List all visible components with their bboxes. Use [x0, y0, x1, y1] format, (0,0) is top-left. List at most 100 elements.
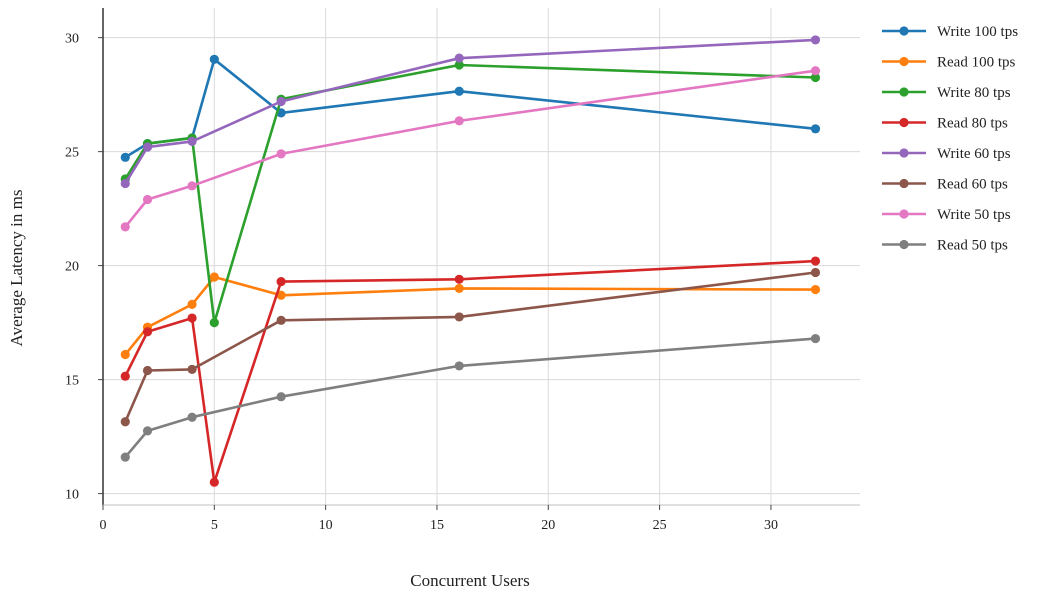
data-point — [120, 222, 130, 232]
data-point — [120, 371, 130, 381]
data-point — [276, 276, 286, 287]
series-line — [124, 63, 816, 324]
legend-swatch-marker — [899, 178, 909, 189]
data-point — [142, 142, 153, 152]
data-point — [142, 194, 153, 205]
data-point — [454, 53, 464, 63]
series-read-50-tps — [120, 333, 821, 462]
legend-label: Write 100 tps — [937, 24, 1018, 40]
data-point — [187, 412, 197, 422]
legend-label: Read 80 tps — [937, 116, 1008, 132]
legend-label: Read 100 tps — [937, 55, 1015, 71]
data-point — [142, 327, 153, 337]
legend-item: Write 60 tps — [882, 146, 1011, 162]
data-point — [142, 426, 153, 436]
y-axis-label: Average Latency in ms — [7, 190, 26, 347]
data-point — [120, 452, 130, 462]
data-point — [187, 181, 197, 191]
data-point — [454, 361, 464, 371]
data-point — [209, 477, 219, 487]
data-point — [187, 136, 197, 146]
data-point — [187, 313, 197, 323]
data-point — [209, 54, 219, 64]
y-tick-label: 25 — [65, 146, 79, 161]
grid-lines — [103, 8, 860, 505]
series-line — [124, 38, 816, 185]
data-point — [810, 35, 821, 45]
x-tick-label: 15 — [430, 518, 444, 533]
data-point — [120, 152, 130, 162]
series-write-50-tps — [120, 66, 821, 232]
series-read-80-tps — [120, 256, 821, 487]
series-layer — [120, 35, 821, 487]
legend-item: Write 80 tps — [882, 85, 1011, 101]
legend-swatch-marker — [899, 56, 909, 67]
data-point — [120, 417, 130, 427]
x-axis-label: Concurrent Users — [410, 571, 529, 590]
data-point — [454, 283, 464, 294]
x-tick-label: 5 — [211, 518, 218, 533]
data-point — [810, 72, 821, 83]
legend-item: Read 60 tps — [882, 177, 1008, 193]
legend-item: Write 50 tps — [882, 207, 1011, 223]
data-point — [187, 299, 197, 309]
legend-swatch-marker — [899, 87, 909, 97]
data-point — [454, 60, 464, 70]
x-tick-label: 20 — [541, 518, 555, 533]
legend-label: Read 50 tps — [937, 238, 1008, 254]
data-point — [454, 312, 464, 322]
data-point — [810, 267, 821, 278]
series-line — [124, 69, 816, 228]
legend-label: Read 60 tps — [937, 177, 1008, 193]
legend-item: Write 100 tps — [882, 24, 1018, 40]
data-point — [276, 96, 286, 107]
legend-item: Read 50 tps — [882, 238, 1008, 254]
legend-item: Read 80 tps — [882, 116, 1008, 132]
series-line — [124, 271, 816, 423]
axes — [102, 8, 860, 506]
y-tick-label: 10 — [65, 488, 79, 503]
data-point — [276, 315, 286, 325]
series-read-60-tps — [120, 267, 821, 427]
x-axis-ticks: 0 5 10 15 20 25 30 — [100, 505, 778, 533]
data-point — [187, 364, 197, 374]
series-line — [124, 259, 816, 484]
legend: Write 100 tps Read 100 tps Write 80 tps Rea… — [882, 24, 1018, 254]
legend-item: Read 100 tps — [882, 55, 1015, 71]
data-point — [120, 178, 130, 189]
data-point — [276, 149, 286, 159]
data-point — [120, 349, 130, 360]
data-point — [810, 66, 821, 76]
x-tick-label: 0 — [100, 518, 107, 533]
data-point — [810, 284, 821, 295]
legend-label: Write 50 tps — [937, 207, 1011, 223]
y-tick-label: 30 — [65, 32, 79, 47]
y-tick-label: 15 — [65, 374, 79, 389]
legend-swatch-marker — [899, 239, 909, 250]
data-point — [276, 392, 286, 402]
data-point — [810, 333, 821, 344]
legend-swatch-marker — [899, 26, 909, 36]
data-point — [209, 272, 219, 282]
data-point — [454, 116, 464, 126]
legend-swatch-marker — [899, 148, 909, 158]
legend-label: Write 60 tps — [937, 146, 1011, 162]
data-point — [209, 318, 219, 328]
y-axis-ticks: 10 15 20 25 30 — [65, 32, 103, 503]
legend-swatch-marker — [899, 117, 909, 128]
x-tick-label: 10 — [319, 518, 333, 533]
data-point — [454, 274, 464, 284]
data-point — [454, 86, 464, 96]
y-tick-label: 20 — [65, 260, 79, 275]
legend-swatch-marker — [899, 209, 909, 219]
data-point — [810, 256, 821, 266]
legend-label: Write 80 tps — [937, 85, 1011, 101]
data-point — [276, 290, 286, 300]
data-point — [142, 365, 153, 376]
series-write-60-tps — [120, 35, 821, 189]
series-line — [124, 337, 816, 458]
series-write-100-tps — [120, 54, 821, 162]
x-tick-label: 25 — [653, 518, 667, 533]
x-tick-label: 30 — [764, 518, 778, 533]
